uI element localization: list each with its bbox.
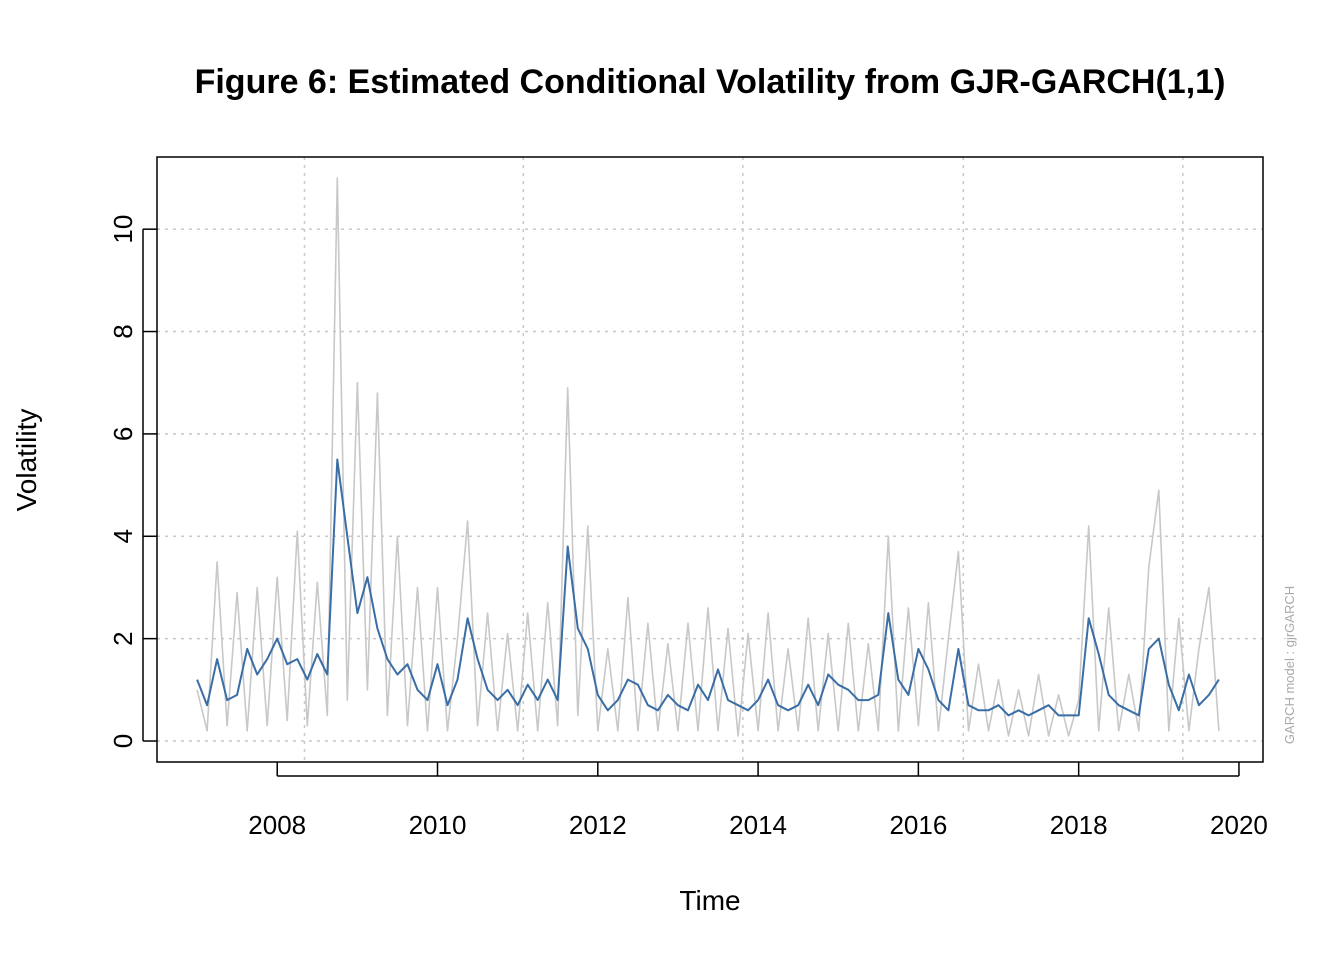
x-tick-label: 2012	[569, 810, 627, 840]
y-tick-label: 6	[108, 427, 138, 441]
series-line	[196, 458, 1220, 717]
y-axis-title: Volatility	[11, 409, 42, 512]
x-tick-label: 2014	[729, 810, 787, 840]
x-tick-label: 2020	[1210, 810, 1268, 840]
x-tick-label: 2008	[248, 810, 306, 840]
x-tick-label: 2018	[1050, 810, 1108, 840]
y-tick-label: 10	[108, 215, 138, 244]
x-tick-label: 2010	[409, 810, 467, 840]
side-note: GARCH model : gjrGARCH	[1282, 586, 1297, 744]
y-tick-label: 2	[108, 631, 138, 645]
y-tick-label: 4	[108, 529, 138, 543]
y-tick-label: 8	[108, 324, 138, 338]
plot-frame	[156, 156, 1264, 763]
y-tick-label: 0	[108, 734, 138, 748]
x-axis-title: Time	[679, 885, 740, 916]
series-line	[196, 177, 1220, 737]
x-tick-label: 2016	[889, 810, 947, 840]
chart-title: Figure 6: Estimated Conditional Volatili…	[195, 63, 1226, 101]
